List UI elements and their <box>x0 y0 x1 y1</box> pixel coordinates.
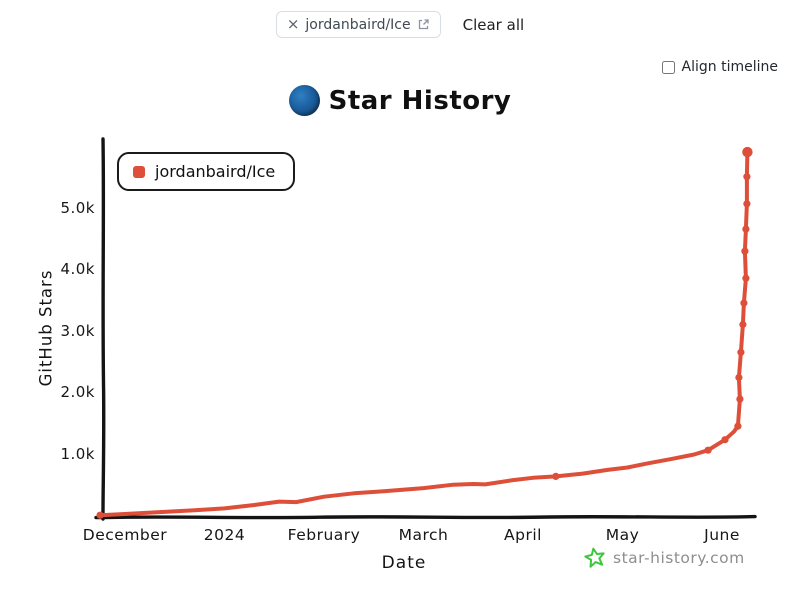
data-point <box>741 247 749 255</box>
x-tick-label: May <box>605 526 640 544</box>
star-icon <box>583 546 607 570</box>
data-point <box>740 299 748 307</box>
align-timeline-row: Align timeline <box>661 59 778 75</box>
legend: jordanbaird/Ice <box>117 152 296 191</box>
footer-watermark: star-history.com <box>583 546 745 570</box>
data-point <box>739 320 747 329</box>
x-tick-label: June <box>704 526 740 544</box>
align-timeline-checkbox[interactable] <box>661 60 675 74</box>
data-point <box>704 446 712 454</box>
data-point <box>721 436 729 444</box>
x-axis-label: Date <box>381 553 427 573</box>
y-tick-label: 1.0k <box>60 444 95 463</box>
page-title: Star History <box>328 85 512 116</box>
x-tick-label: April <box>504 526 542 544</box>
data-point <box>552 472 560 480</box>
align-timeline-label: Align timeline <box>681 59 778 75</box>
y-tick-label: 4.0k <box>60 260 95 279</box>
data-point <box>736 395 744 403</box>
data-point <box>96 511 104 519</box>
x-tick-label: 2024 <box>203 526 246 544</box>
toolbar: × jordanbaird/Ice Clear all <box>0 11 800 38</box>
y-tick-label: 5.0k <box>60 198 95 217</box>
data-point <box>742 146 753 158</box>
x-tick-label: March <box>398 526 449 544</box>
legend-label: jordanbaird/Ice <box>155 162 276 181</box>
legend-marker-icon <box>133 165 145 178</box>
close-icon[interactable]: × <box>286 15 300 33</box>
clear-all-button[interactable]: Clear all <box>462 15 525 34</box>
series-line <box>96 146 753 519</box>
data-point <box>734 422 742 430</box>
site-label: star-history.com <box>613 549 745 567</box>
y-tick-label: 3.0k <box>60 321 95 340</box>
repo-chip[interactable]: × jordanbaird/Ice <box>275 11 441 38</box>
title-row: Star History <box>0 85 800 116</box>
y-tick-label: 2.0k <box>60 383 95 402</box>
x-tick-label: December <box>82 526 168 544</box>
data-point <box>735 373 743 382</box>
star-history-logo-icon <box>288 85 320 116</box>
data-point <box>743 173 751 181</box>
data-point <box>737 348 745 356</box>
y-axis <box>101 137 106 521</box>
external-link-icon[interactable] <box>417 18 430 31</box>
data-point <box>743 200 751 208</box>
data-point <box>742 274 750 282</box>
repo-chip-label: jordanbaird/Ice <box>305 16 411 33</box>
x-axis <box>94 514 757 520</box>
x-tick-label: February <box>287 526 361 544</box>
data-point <box>742 225 750 233</box>
